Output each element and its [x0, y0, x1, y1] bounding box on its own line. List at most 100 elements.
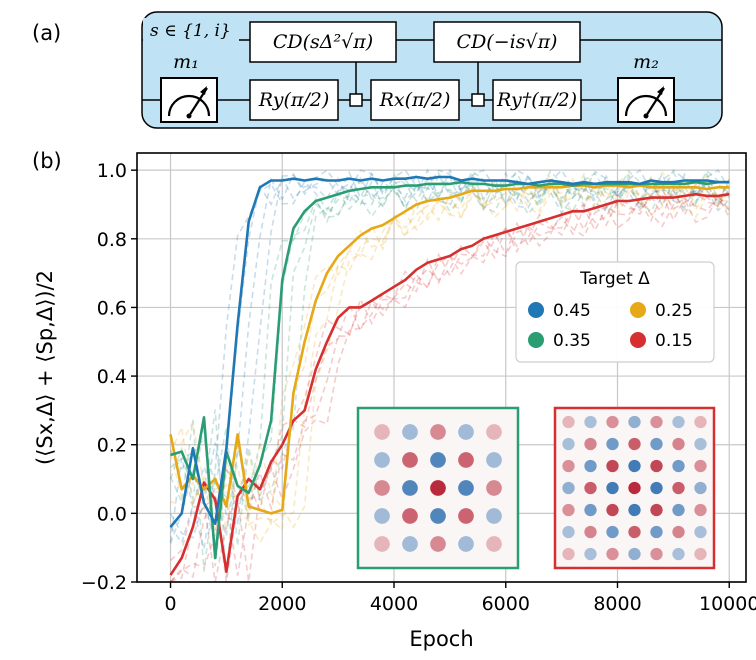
wigner-peak	[430, 452, 446, 468]
wigner-peak	[628, 437, 641, 451]
wigner-peak	[458, 508, 474, 524]
wigner-peak	[458, 424, 474, 440]
wigner-insets	[356, 406, 716, 570]
wigner-peak	[672, 437, 685, 451]
ry-dagger-gate-label: Ry†(π/2)	[496, 89, 577, 111]
wigner-peak	[628, 525, 641, 539]
wigner-peak	[606, 481, 619, 495]
legend-box	[515, 261, 715, 363]
measure-left-label: m₁	[173, 51, 199, 73]
legend-label-0.45: 0.45	[553, 301, 591, 321]
y-axis: −0.2 0.0 0.2 0.4 0.6 0.8 1.0	[81, 160, 137, 594]
wigner-peak	[374, 424, 390, 440]
inset-wigner-0.35	[356, 406, 520, 570]
trial-line	[170, 185, 730, 545]
trial-line	[169, 178, 730, 567]
cd-gate-1-label: CD(sΔ²√π)	[273, 31, 373, 53]
series-line-0.45	[169, 175, 730, 528]
meter-icon-right	[617, 77, 675, 123]
ry-gate	[249, 79, 339, 121]
meter-icon-left	[160, 77, 218, 123]
wigner-peak	[606, 525, 619, 539]
legend-marker-0.35	[528, 332, 544, 348]
legend-marker-0.25	[630, 302, 646, 318]
trial-line	[169, 169, 730, 547]
wigner-peak	[606, 415, 619, 429]
ry-dagger-gate	[492, 79, 582, 121]
wigner-peak	[458, 480, 474, 496]
y-tick-label: 0.2	[97, 435, 127, 457]
circuit-diagram: s ∈ {1, i} CD(sΔ²√π) CD(−is√π) m₁ m₂ Ry(…	[141, 11, 723, 129]
trial-line	[170, 170, 730, 529]
wigner-peak	[562, 503, 575, 517]
ry-gate-label: Ry(π/2)	[258, 89, 330, 111]
wigner-peak	[672, 503, 685, 517]
legend-marker-0.15	[630, 332, 646, 348]
wigner-peak	[430, 536, 446, 552]
wigner-peak	[374, 536, 390, 552]
wigner-peak	[650, 503, 663, 517]
wigner-peak	[584, 481, 597, 495]
x-axis-title: Epoch	[409, 627, 473, 651]
wigner-peak	[606, 459, 619, 473]
x-tick-label: 2000	[258, 593, 306, 615]
trial-line	[169, 178, 730, 550]
rx-gate	[370, 79, 460, 121]
y-tick-label: 0.8	[97, 229, 127, 251]
wigner-peak	[628, 547, 641, 561]
wigner-peak	[650, 437, 663, 451]
y-tick-label: 0.4	[97, 366, 127, 388]
wigner-peak	[584, 547, 597, 561]
inset-border	[356, 406, 520, 570]
x-tick-label: 4000	[370, 593, 418, 615]
y-tick-label: 0.0	[97, 503, 127, 525]
x-tick-label: 10000	[699, 593, 756, 615]
x-tick-label: 8000	[593, 593, 641, 615]
wigner-peak	[672, 547, 685, 561]
wigner-peak	[694, 481, 707, 495]
legend: Target Δ 0.45 0.35 0.25 0.15	[515, 261, 715, 363]
inset-border	[553, 406, 716, 570]
wigner-peak	[402, 424, 418, 440]
wigner-peak	[562, 547, 575, 561]
legend-title: Target Δ	[579, 269, 650, 289]
register-label-bg	[143, 18, 239, 41]
rx-gate-label: Rx(π/2)	[379, 89, 451, 111]
wigner-peak	[606, 437, 619, 451]
wigner-peak	[430, 508, 446, 524]
wigner-peak	[402, 452, 418, 468]
plot-frame	[136, 152, 747, 583]
legend-marker-0.45	[528, 302, 544, 318]
wigner-peak	[584, 503, 597, 517]
cd-gate-1	[249, 21, 397, 63]
series-line-0.25	[169, 184, 730, 515]
wigner-peak	[650, 547, 663, 561]
wigner-peak	[402, 536, 418, 552]
cd-gate-2-label: CD(−is√π)	[457, 31, 558, 53]
wigner-peak	[672, 459, 685, 473]
wigner-peak	[650, 525, 663, 539]
wigner-peak	[402, 480, 418, 496]
wigner-peak	[628, 415, 641, 429]
wigner-peak	[562, 525, 575, 539]
wigner-peak	[486, 452, 502, 468]
wigner-peak	[628, 481, 641, 495]
wigner-peak	[694, 437, 707, 451]
wigner-peak	[458, 536, 474, 552]
wigner-peak	[606, 547, 619, 561]
legend-label-0.15: 0.15	[655, 331, 693, 351]
wigner-peak	[584, 459, 597, 473]
wigner-peak	[486, 480, 502, 496]
trial-line	[169, 175, 730, 526]
wigner-peak	[374, 508, 390, 524]
wigner-peak	[650, 481, 663, 495]
control-node-1	[349, 93, 363, 107]
wigner-peak	[374, 480, 390, 496]
register-label: s ∈ {1, i}	[150, 21, 231, 41]
wigner-peak	[584, 415, 597, 429]
wigner-peak	[694, 503, 707, 517]
trial-line	[169, 186, 730, 583]
wigner-peak	[694, 547, 707, 561]
wigner-peak	[562, 481, 575, 495]
wigner-peak	[374, 452, 390, 468]
